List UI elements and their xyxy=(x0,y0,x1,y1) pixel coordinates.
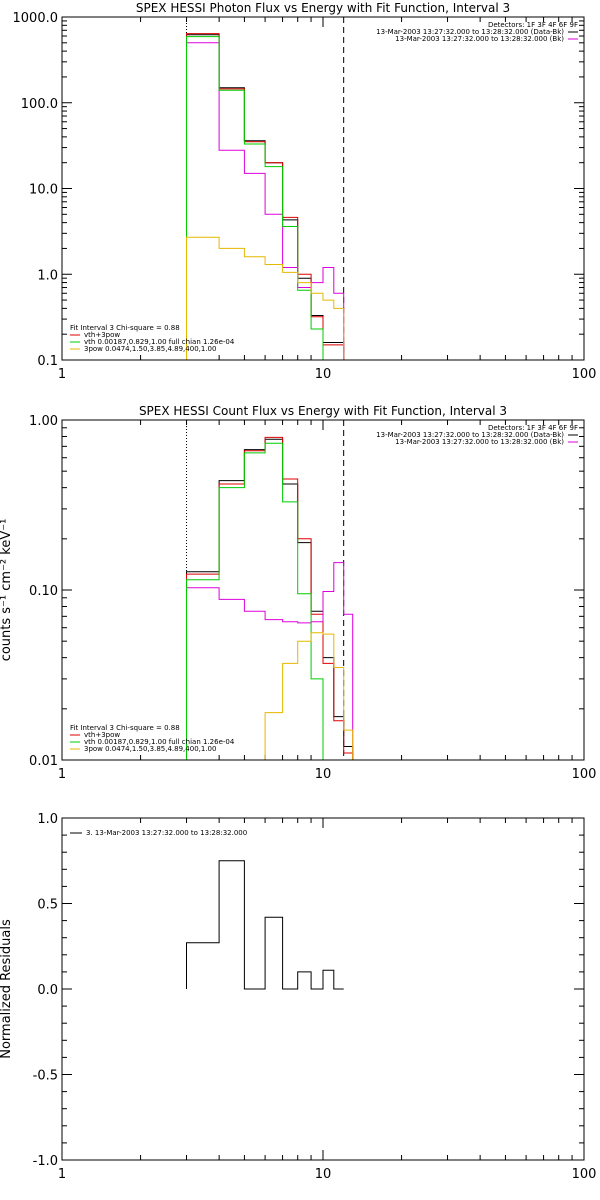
y-tick-label: 0.01 xyxy=(29,754,58,769)
y-tick-label: 0.5 xyxy=(37,898,58,913)
y-tick-label: 10.0 xyxy=(29,183,58,198)
series-group xyxy=(186,436,354,760)
legend-top-right-text: 13-Mar-2003 13:27:32.000 to 13:28:32.000… xyxy=(395,438,564,446)
x-tick-label: 100 xyxy=(572,367,597,382)
x-tick-label: 100 xyxy=(572,767,597,782)
legend-bottom-left-text: 3pow 0.0474,1.50,3.85,4.89,400,1.00 xyxy=(84,345,216,353)
x-tick-label: 1 xyxy=(58,367,66,382)
legend-bottom-left-text: Fit Interval 3 Chi-square = 0.88 xyxy=(70,324,180,332)
series-5-histogram xyxy=(186,236,345,360)
series-4-histogram xyxy=(186,36,324,360)
y-tick-label: 0.0 xyxy=(37,983,58,998)
series-group xyxy=(186,860,344,990)
series-2-histogram xyxy=(186,436,354,760)
y-tick-label: 1.0 xyxy=(37,812,58,827)
legend-bottom-left-text: vth+3pow xyxy=(84,331,120,339)
x-tick-label: 1 xyxy=(58,767,66,782)
legend-top-right-text: 13-Mar-2003 13:27:32.000 to 13:28:32.000… xyxy=(376,431,564,439)
x-tick-label: 10 xyxy=(315,1167,332,1182)
legend-bottom-left-text: vth 0.00187,0.829,1.00 full chian 1.26e-… xyxy=(84,738,235,746)
chart-panel-3: Normalized Residuals 1 10 100 -1.0 -0.5 0.0 0.5… xyxy=(0,812,596,1182)
y-tick-label: 100.0 xyxy=(21,97,58,112)
x-tick-label: 100 xyxy=(572,1167,597,1182)
y-tick-label: 1000.0 xyxy=(13,11,59,26)
y-tick-label: 0.1 xyxy=(37,354,58,369)
x-tick-label: 10 xyxy=(315,767,332,782)
series-1-histogram xyxy=(186,438,354,760)
chart-panel-2: SPEX HESSI Count Flux vs Energy with Fit… xyxy=(0,404,597,782)
legend-bottom-left-text: Fit Interval 3 Chi-square = 0.88 xyxy=(70,724,180,732)
chart-title: SPEX HESSI Count Flux vs Energy with Fit… xyxy=(139,404,507,418)
plot-frame xyxy=(61,16,585,361)
x-tick-label: 10 xyxy=(315,367,332,382)
y-axis-label: Normalized Residuals xyxy=(0,919,14,1059)
series-1-histogram xyxy=(186,860,344,990)
legend-top-right-text: 13-Mar-2003 13:27:32.000 to 13:28:32.000… xyxy=(395,35,564,43)
chart-panel-1: SPEX HESSI Photon Flux vs Energy with Fi… xyxy=(13,1,597,382)
y-tick-label: -0.5 xyxy=(33,1069,58,1084)
series-5-histogram xyxy=(264,632,354,760)
legend-bottom-left-text: vth+3pow xyxy=(84,731,120,739)
legend-top-right-text: Detectors: 1F 3F 4F 6F 9F xyxy=(488,21,578,29)
legend-bottom-left-text: 3pow 0.0474,1.50,3.85,4.89,400,1.00 xyxy=(84,745,216,753)
chart-title: SPEX HESSI Photon Flux vs Energy with Fi… xyxy=(136,1,510,15)
y-tick-label: -1.0 xyxy=(33,1154,58,1169)
y-tick-label: 0.10 xyxy=(29,584,58,599)
legend-top-left-text: 3. 13-Mar-2003 13:27:32.000 to 13:28:32.… xyxy=(86,829,247,837)
legend-top-right-text: 13-Mar-2003 13:27:32.000 to 13:28:32.000… xyxy=(376,28,564,36)
x-tick-label: 1 xyxy=(58,1167,66,1182)
series-group xyxy=(186,33,345,360)
plot-frame xyxy=(61,817,585,1161)
legend-bottom-left-text: vth 0.00187,0.829,1.00 full chian 1.26e-… xyxy=(84,338,235,346)
y-tick-label: 1.00 xyxy=(29,414,58,429)
plot-frame xyxy=(61,419,585,761)
series-3-histogram xyxy=(186,562,354,760)
series-3-histogram xyxy=(186,42,345,360)
y-tick-label: 1.0 xyxy=(37,268,58,283)
legend-top-right-text: Detectors: 1F 3F 4F 6F 9F xyxy=(488,424,578,432)
y-axis-label: counts s⁻¹ cm⁻² keV⁻¹ xyxy=(0,519,14,662)
